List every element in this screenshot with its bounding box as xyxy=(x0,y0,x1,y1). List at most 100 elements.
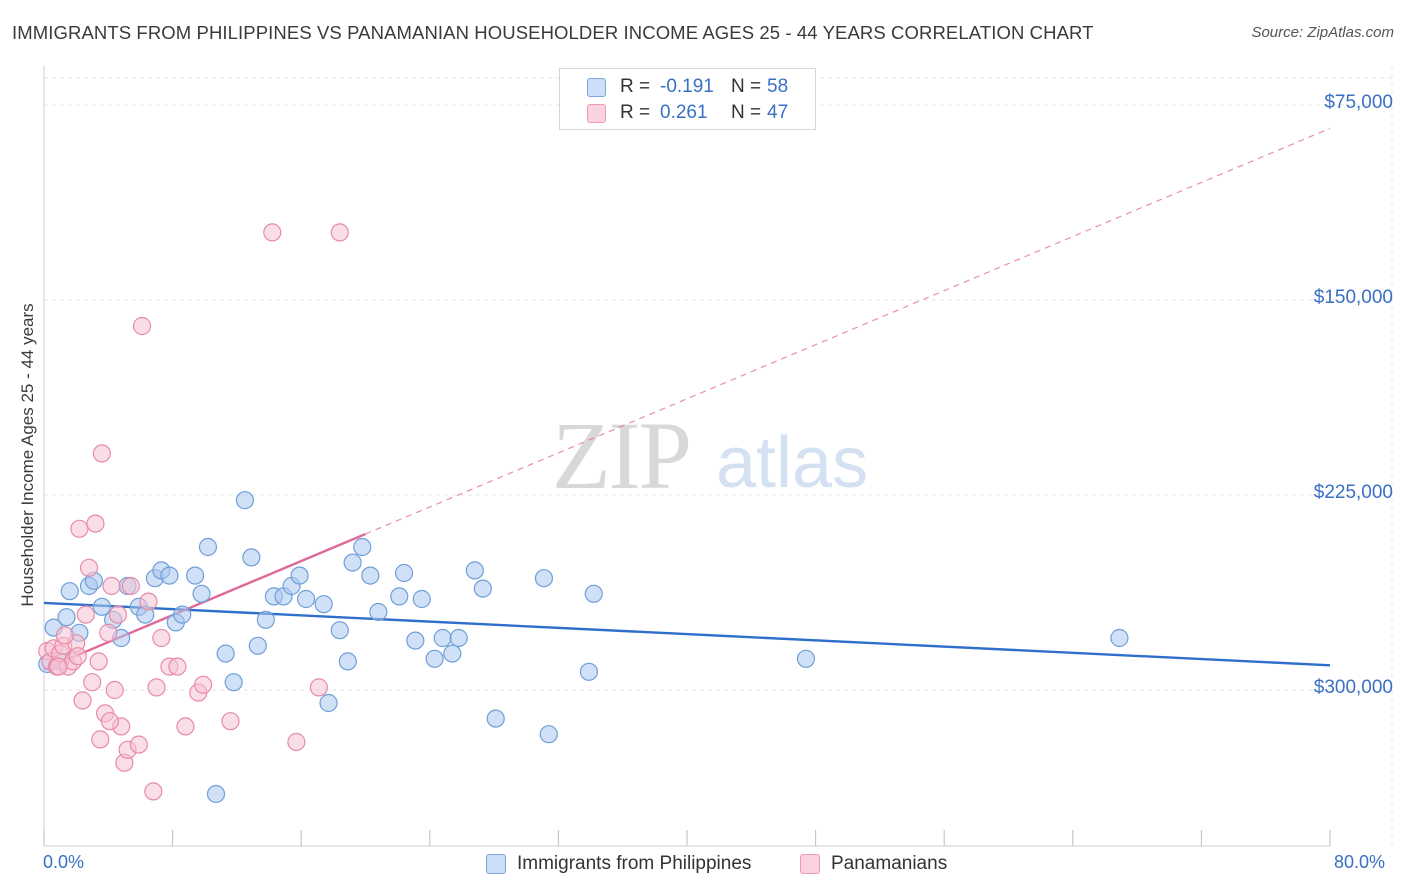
point-philippines xyxy=(160,566,179,585)
trend-line-philippines xyxy=(43,601,1331,667)
legend-swatch-blue xyxy=(486,854,506,874)
axes xyxy=(43,66,1331,847)
point-philippines xyxy=(198,537,218,557)
point-philippines xyxy=(353,537,372,557)
trend-extension-panamanians xyxy=(365,127,1331,535)
point-philippines xyxy=(486,709,505,728)
point-panamanians xyxy=(100,712,120,731)
x-tick-label-min: 0.0% xyxy=(43,852,85,872)
point-panamanians xyxy=(309,678,328,697)
point-panamanians xyxy=(132,316,152,336)
point-panamanians xyxy=(89,652,108,671)
y-axis-label: Householder Income Ages 25 - 44 years xyxy=(18,303,37,607)
point-panamanians xyxy=(287,732,306,752)
legend-n-label: N = xyxy=(731,76,762,97)
y-tick-label: $150,000 xyxy=(1313,287,1393,308)
point-panamanians xyxy=(79,558,99,577)
legend-r-label: R = xyxy=(620,76,651,97)
point-philippines xyxy=(539,725,558,744)
legend-n-value: 47 xyxy=(767,102,789,123)
point-panamanians xyxy=(102,576,121,596)
legend-label-panamanians: Panamanians xyxy=(831,853,948,874)
point-philippines xyxy=(314,595,333,614)
legend-r-value: -0.191 xyxy=(660,76,714,97)
y-tick-label: $300,000 xyxy=(1313,677,1393,698)
legend-row-panamanians: R = 0.261 N = 47 xyxy=(560,101,815,127)
point-panamanians xyxy=(176,717,195,736)
point-philippines xyxy=(290,566,309,585)
legend-swatch-blue xyxy=(587,78,606,97)
point-philippines xyxy=(235,491,255,510)
point-panamanians xyxy=(221,712,240,731)
point-panamanians xyxy=(49,657,68,676)
point-philippines xyxy=(192,584,211,603)
chart-title: IMMIGRANTS FROM PHILIPPINES VS PANAMANIA… xyxy=(12,22,1094,43)
point-philippines xyxy=(796,649,816,668)
point-philippines xyxy=(60,582,79,601)
point-panamanians xyxy=(83,673,102,692)
point-panamanians xyxy=(168,657,187,676)
point-panamanians xyxy=(194,675,213,694)
point-philippines xyxy=(584,584,603,603)
point-philippines xyxy=(412,589,431,609)
point-panamanians xyxy=(330,223,349,242)
point-panamanians xyxy=(91,730,110,749)
point-philippines xyxy=(473,579,492,598)
point-panamanians xyxy=(129,735,148,754)
y-tick-label: $75,000 xyxy=(1324,92,1393,113)
point-panamanians xyxy=(121,576,140,596)
point-philippines xyxy=(449,628,468,648)
trend-lines xyxy=(43,127,1331,671)
point-philippines xyxy=(186,566,205,585)
point-panamanians xyxy=(92,444,111,463)
point-panamanians xyxy=(86,514,105,533)
chart-source: Source: ZipAtlas.com xyxy=(1251,24,1394,41)
legend-swatch-pink xyxy=(587,104,606,123)
legend-r-value: 0.261 xyxy=(660,102,708,123)
point-panamanians xyxy=(108,605,128,624)
data-points xyxy=(38,223,1129,804)
point-panamanians xyxy=(152,628,171,648)
point-philippines xyxy=(465,561,484,580)
point-philippines xyxy=(248,636,267,655)
point-philippines xyxy=(173,605,192,624)
point-philippines xyxy=(425,649,444,668)
point-philippines xyxy=(369,602,388,622)
legend-n-value: 58 xyxy=(767,76,789,97)
point-philippines xyxy=(406,631,425,650)
point-philippines xyxy=(319,693,338,713)
point-philippines xyxy=(394,563,414,583)
point-philippines xyxy=(296,589,316,609)
point-philippines xyxy=(579,662,599,681)
legend-label-philippines: Immigrants from Philippines xyxy=(517,853,752,874)
legend-n-label: N = xyxy=(731,102,762,123)
point-philippines xyxy=(433,628,452,648)
point-philippines xyxy=(1110,628,1129,648)
point-philippines xyxy=(242,548,261,567)
point-philippines xyxy=(390,587,409,606)
point-philippines xyxy=(343,553,362,572)
point-panamanians xyxy=(73,691,92,710)
point-philippines xyxy=(534,569,554,588)
x-tick-label-max: 80.0% xyxy=(1334,852,1386,872)
point-panamanians xyxy=(68,647,87,666)
point-panamanians xyxy=(55,626,74,645)
point-philippines xyxy=(206,784,226,804)
point-philippines xyxy=(443,644,462,663)
point-philippines xyxy=(57,608,76,627)
legend-r-label: R = xyxy=(620,102,651,123)
point-panamanians xyxy=(144,782,163,801)
point-panamanians xyxy=(139,592,158,611)
point-philippines xyxy=(216,644,235,663)
point-panamanians xyxy=(76,605,95,624)
point-philippines xyxy=(224,673,243,692)
correlation-legend: R = -0.191 N = 58 R = 0.261 N = 47 xyxy=(559,68,816,130)
point-philippines xyxy=(330,621,349,640)
point-philippines xyxy=(361,566,380,585)
point-philippines xyxy=(256,610,275,629)
point-panamanians xyxy=(70,519,89,538)
point-philippines xyxy=(92,597,111,616)
y-tick-label: $225,000 xyxy=(1313,482,1393,503)
point-philippines xyxy=(338,652,357,671)
